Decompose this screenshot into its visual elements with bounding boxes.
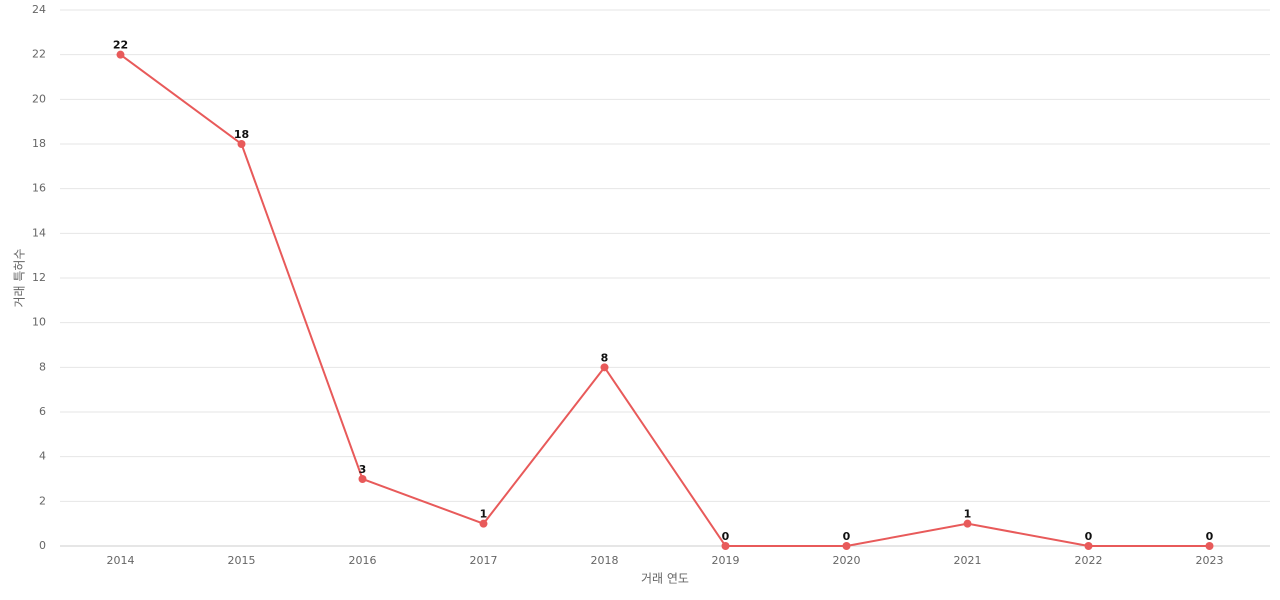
x-tick-label: 2018 bbox=[591, 554, 619, 567]
point bbox=[963, 519, 972, 528]
data-label: 0 bbox=[722, 530, 730, 543]
data-label: 3 bbox=[359, 463, 367, 476]
point bbox=[842, 542, 851, 550]
point bbox=[1205, 542, 1214, 550]
point bbox=[721, 542, 730, 550]
y-tick-label: 16 bbox=[32, 182, 46, 195]
y-tick-label: 20 bbox=[32, 92, 46, 105]
y-tick-label: 24 bbox=[32, 3, 46, 16]
point bbox=[1084, 542, 1093, 550]
y-tick-label: 2 bbox=[39, 494, 46, 507]
x-axis-title: 거래 연도 bbox=[641, 572, 689, 586]
x-tick-label: 2020 bbox=[833, 554, 861, 567]
data-label: 1 bbox=[964, 508, 972, 521]
data-label: 0 bbox=[1206, 530, 1214, 543]
data-label: 0 bbox=[843, 530, 851, 543]
x-tick-label: 2022 bbox=[1075, 554, 1103, 567]
y-axis-title: 거래 특허수 bbox=[13, 248, 27, 307]
x-tick-label: 2021 bbox=[954, 554, 982, 567]
data-label: 22 bbox=[113, 39, 128, 52]
x-tick-label: 2023 bbox=[1196, 554, 1224, 567]
point bbox=[116, 50, 125, 59]
point bbox=[479, 519, 488, 528]
y-tick-label: 0 bbox=[39, 539, 46, 552]
x-tick-label: 2015 bbox=[228, 554, 256, 567]
x-tick-label: 2019 bbox=[712, 554, 740, 567]
y-tick-label: 14 bbox=[32, 226, 46, 239]
point bbox=[358, 475, 367, 483]
line bbox=[119, 53, 1210, 547]
y-tick-label: 18 bbox=[32, 137, 46, 150]
point bbox=[600, 363, 609, 372]
point bbox=[237, 140, 246, 148]
data-label: 18 bbox=[234, 128, 249, 141]
y-tick-label: 6 bbox=[39, 405, 46, 418]
x-tick-label: 2014 bbox=[107, 554, 135, 567]
y-tick-label: 22 bbox=[32, 48, 46, 61]
data-label: 1 bbox=[480, 508, 488, 521]
y-tick-label: 10 bbox=[32, 316, 46, 329]
data-label: 0 bbox=[1085, 530, 1093, 543]
x-tick-label: 2016 bbox=[349, 554, 377, 567]
data-label: 8 bbox=[601, 351, 609, 364]
y-tick-label: 4 bbox=[39, 450, 46, 463]
y-tick-label: 8 bbox=[39, 360, 46, 373]
y-tick-label: 12 bbox=[32, 271, 46, 284]
x-tick-label: 2017 bbox=[470, 554, 498, 567]
